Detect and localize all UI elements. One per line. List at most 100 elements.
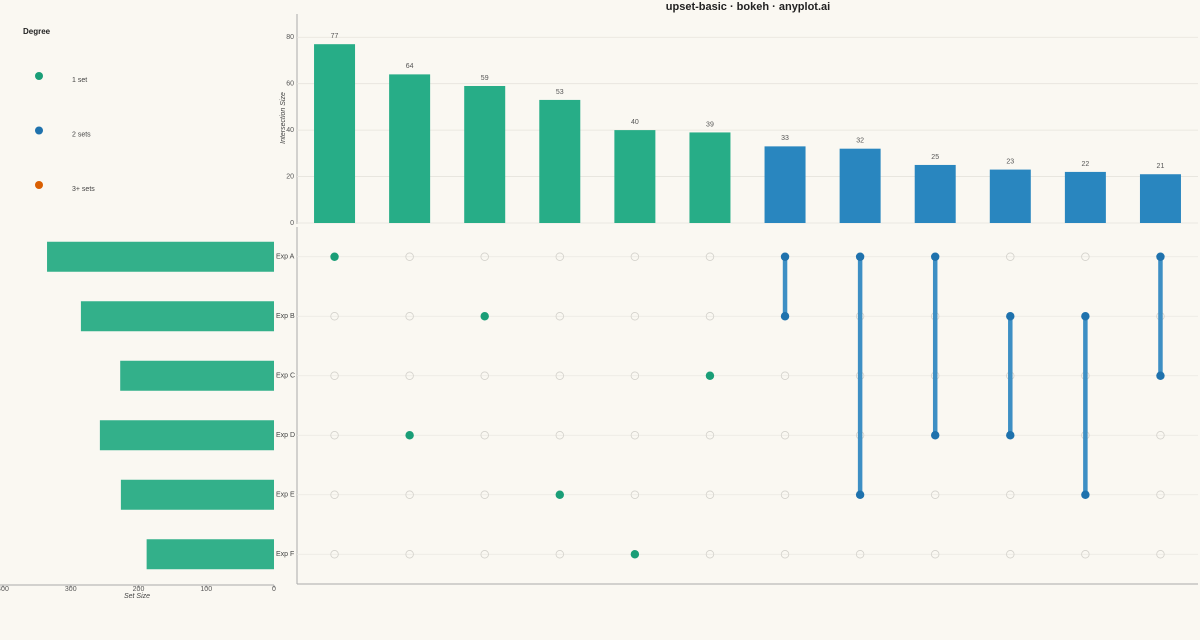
bar bbox=[539, 99, 581, 223]
member-dot bbox=[1081, 312, 1090, 321]
empty-dot bbox=[780, 550, 790, 559]
bar bbox=[689, 132, 731, 223]
empty-dot bbox=[330, 490, 339, 499]
data-label: 32 bbox=[856, 138, 864, 145]
member-dot bbox=[931, 431, 940, 440]
member-dot bbox=[1156, 252, 1165, 261]
empty-dot bbox=[855, 550, 865, 559]
member-dot bbox=[480, 312, 489, 321]
empty-dot bbox=[480, 371, 489, 380]
empty-dot bbox=[405, 312, 414, 321]
set-bar bbox=[120, 360, 275, 391]
empty-dot bbox=[780, 490, 790, 499]
empty-dot bbox=[1156, 431, 1165, 440]
member-dot bbox=[931, 252, 940, 261]
legend-label: 1 set bbox=[72, 77, 87, 84]
bar bbox=[314, 44, 356, 223]
x-tick-label: 200 bbox=[133, 586, 145, 593]
empty-dot bbox=[555, 252, 564, 261]
empty-dot bbox=[931, 490, 940, 499]
data-label: 77 bbox=[331, 33, 339, 40]
x-tick-label: 300 bbox=[65, 586, 77, 593]
set-label: Exp B bbox=[276, 313, 295, 320]
bar bbox=[614, 130, 656, 223]
bar bbox=[1064, 171, 1106, 223]
empty-dot bbox=[780, 431, 790, 440]
bar bbox=[1139, 174, 1181, 223]
empty-dot bbox=[630, 371, 640, 380]
x-tick-label: 100 bbox=[200, 586, 212, 593]
member-dot bbox=[1006, 431, 1015, 440]
member-dot bbox=[1006, 312, 1015, 321]
set-bar bbox=[80, 301, 274, 332]
bar bbox=[989, 169, 1031, 223]
bar bbox=[914, 164, 956, 223]
legend-marker bbox=[35, 126, 43, 135]
member-dot bbox=[705, 371, 715, 380]
data-label: 23 bbox=[1006, 158, 1014, 165]
y-tick-label: 60 bbox=[286, 81, 294, 88]
empty-dot bbox=[405, 550, 414, 559]
empty-dot bbox=[405, 490, 414, 499]
empty-dot bbox=[630, 490, 640, 499]
empty-dot bbox=[705, 312, 715, 321]
empty-dot bbox=[330, 371, 339, 380]
legend-marker bbox=[35, 72, 43, 80]
y-tick-label: 80 bbox=[286, 34, 294, 41]
empty-dot bbox=[405, 371, 414, 380]
set-label: Exp A bbox=[276, 254, 295, 261]
bar bbox=[839, 148, 881, 223]
empty-dot bbox=[1156, 550, 1165, 559]
empty-dot bbox=[405, 252, 414, 261]
legend-title: Degree bbox=[23, 27, 51, 36]
empty-dot bbox=[630, 312, 640, 321]
empty-dot bbox=[480, 252, 489, 261]
empty-dot bbox=[630, 252, 640, 261]
data-label: 33 bbox=[781, 135, 789, 142]
empty-dot bbox=[330, 550, 339, 559]
empty-dot bbox=[480, 431, 489, 440]
empty-dot bbox=[780, 371, 790, 380]
legend-label: 3+ sets bbox=[72, 186, 95, 193]
empty-dot bbox=[630, 431, 640, 440]
member-dot bbox=[405, 431, 414, 440]
data-label: 64 bbox=[406, 63, 414, 70]
y-tick-label: 0 bbox=[290, 220, 294, 227]
set-bar bbox=[120, 479, 274, 510]
empty-dot bbox=[705, 550, 715, 559]
empty-dot bbox=[1081, 252, 1090, 261]
bar bbox=[764, 146, 806, 223]
chart-title: upset-basic · bokeh · anyplot.ai bbox=[666, 1, 830, 13]
member-dot bbox=[855, 252, 865, 261]
empty-dot bbox=[1006, 252, 1015, 261]
data-label: 22 bbox=[1081, 161, 1089, 168]
x-tick-label: 0 bbox=[272, 586, 276, 593]
y-tick-label: 40 bbox=[286, 127, 294, 134]
y-tick-label: 20 bbox=[286, 173, 294, 180]
empty-dot bbox=[1081, 550, 1090, 559]
member-dot bbox=[1156, 371, 1165, 380]
empty-dot bbox=[1156, 490, 1165, 499]
empty-dot bbox=[555, 312, 564, 321]
set-bar bbox=[99, 420, 274, 451]
legend-marker bbox=[35, 181, 43, 189]
bar bbox=[389, 74, 431, 223]
empty-dot bbox=[480, 490, 489, 499]
empty-dot bbox=[931, 550, 940, 559]
data-label: 59 bbox=[481, 75, 489, 82]
set-label: Exp F bbox=[276, 551, 294, 558]
empty-dot bbox=[705, 431, 715, 440]
member-dot bbox=[330, 252, 339, 261]
member-dot bbox=[855, 490, 865, 499]
legend-label: 2 sets bbox=[72, 131, 91, 138]
data-label: 21 bbox=[1157, 163, 1165, 170]
set-label: Exp E bbox=[276, 492, 295, 499]
empty-dot bbox=[705, 252, 715, 261]
member-dot bbox=[1081, 490, 1090, 499]
empty-dot bbox=[1006, 550, 1015, 559]
empty-dot bbox=[555, 431, 564, 440]
bar bbox=[464, 85, 506, 223]
empty-dot bbox=[330, 312, 339, 321]
member-dot bbox=[630, 550, 640, 559]
